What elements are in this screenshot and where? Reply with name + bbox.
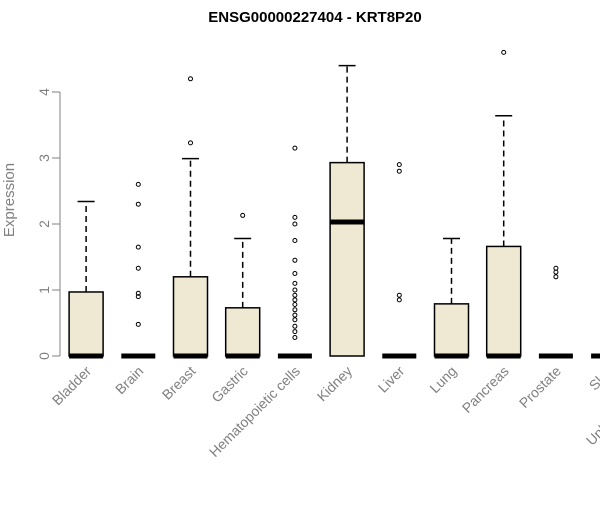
category-label: Bladder bbox=[49, 363, 95, 409]
outlier-point bbox=[292, 312, 298, 318]
y-axis-label: Expression bbox=[1, 163, 18, 237]
outlier-point bbox=[292, 317, 298, 323]
outlier-point bbox=[135, 244, 141, 250]
y-axis: 0 1 2 3 4 bbox=[36, 88, 61, 360]
box-group bbox=[538, 265, 573, 359]
category-label: Liver bbox=[375, 363, 408, 396]
box bbox=[433, 303, 470, 357]
outlier-point bbox=[135, 290, 141, 296]
outlier-point bbox=[292, 257, 298, 263]
outlier-point bbox=[135, 294, 141, 300]
outlier-point bbox=[396, 297, 402, 303]
box-group bbox=[68, 200, 104, 359]
y-tick-label: 3 bbox=[36, 154, 52, 162]
outlier-point bbox=[396, 292, 402, 298]
box-group bbox=[121, 181, 156, 359]
box-group bbox=[224, 212, 261, 359]
outlier-point bbox=[553, 274, 559, 280]
box bbox=[224, 307, 261, 357]
category-label: Breast bbox=[159, 363, 199, 403]
category-label: Prostate bbox=[516, 363, 564, 411]
outlier-point bbox=[135, 321, 141, 327]
y-tick-label: 2 bbox=[36, 220, 52, 228]
outlier-point bbox=[292, 323, 298, 329]
outlier-point bbox=[553, 265, 559, 271]
outlier-point bbox=[135, 201, 141, 207]
category-label: Kidney bbox=[314, 363, 356, 405]
outlier-point bbox=[292, 214, 298, 220]
outlier-point bbox=[292, 238, 298, 243]
outlier-point bbox=[396, 162, 402, 168]
y-tick-label: 4 bbox=[36, 88, 52, 96]
box-group bbox=[382, 162, 417, 359]
outlier-point bbox=[396, 168, 402, 174]
box-group bbox=[172, 76, 209, 359]
category-label: Gastric bbox=[208, 363, 251, 406]
category-label: Lung bbox=[426, 363, 459, 396]
outlier-point bbox=[292, 280, 298, 286]
outlier-point bbox=[292, 287, 298, 293]
outlier-point bbox=[292, 145, 298, 151]
outlier-point bbox=[240, 212, 246, 218]
y-tick-label: 1 bbox=[36, 286, 52, 294]
outlier-point bbox=[292, 221, 298, 227]
category-label: Skin bbox=[586, 363, 600, 394]
outlier-point bbox=[292, 329, 298, 335]
box-group bbox=[433, 237, 470, 359]
outlier-point bbox=[292, 307, 298, 313]
category-label: Hematopoietic cells bbox=[206, 363, 303, 460]
box bbox=[485, 245, 522, 357]
outlier-point bbox=[553, 269, 559, 275]
outlier-point bbox=[292, 302, 298, 308]
y-tick-label: 0 bbox=[36, 352, 52, 360]
chart-title: ENSG00000227404 - KRT8P20 bbox=[208, 9, 421, 26]
category-label: Pancreas bbox=[459, 363, 512, 416]
box bbox=[68, 291, 104, 357]
box-group bbox=[485, 49, 522, 359]
outlier-point bbox=[501, 49, 507, 55]
outlier-point bbox=[292, 335, 298, 341]
outlier-point bbox=[135, 265, 141, 271]
outlier-point bbox=[188, 140, 193, 146]
box bbox=[172, 276, 209, 357]
box-group bbox=[277, 145, 312, 359]
outlier-point bbox=[292, 297, 298, 303]
box-group bbox=[591, 353, 600, 359]
box-group bbox=[329, 64, 365, 357]
boxes-layer bbox=[68, 49, 600, 359]
outlier-point bbox=[292, 271, 298, 276]
outlier-point bbox=[292, 292, 298, 298]
category-label: Brain bbox=[112, 363, 146, 397]
outlier-point bbox=[135, 181, 141, 187]
outlier-point bbox=[188, 76, 193, 82]
box bbox=[329, 161, 365, 357]
